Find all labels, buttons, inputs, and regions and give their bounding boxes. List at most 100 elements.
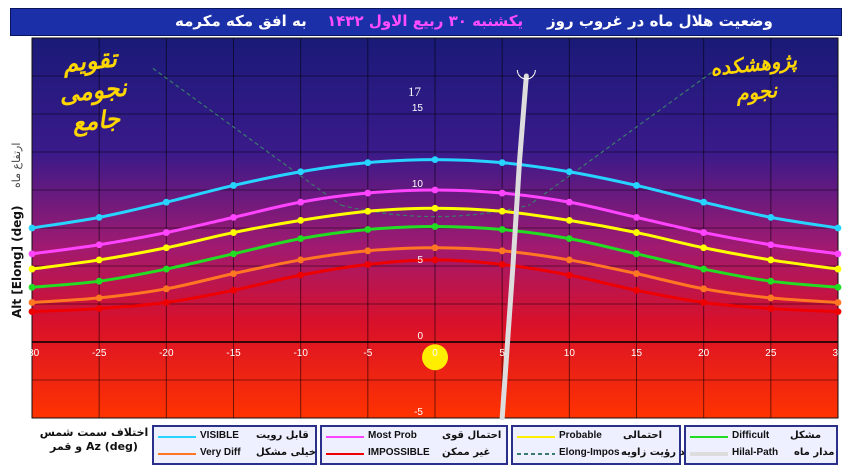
x-tick-label: 10 — [564, 348, 576, 359]
series-point-probable — [95, 256, 103, 264]
series-point-very-diff — [565, 256, 573, 264]
legend: اختلاف سمت شمس و قمر Az (deg) VISIBLE قا… — [8, 420, 842, 470]
y-tick-label: 10 — [412, 179, 424, 190]
series-point-visible — [834, 224, 842, 232]
series-point-visible — [700, 198, 708, 206]
x-tick-label: -15 — [226, 348, 241, 359]
series-point-difficult — [431, 223, 439, 230]
series-point-visible — [95, 213, 103, 221]
series-point-very-diff — [162, 285, 170, 293]
y-tick-label: -5 — [414, 407, 423, 418]
series-point-very-diff — [633, 270, 640, 277]
x-axis-label: اختلاف سمت شمس و قمر Az (deg) — [39, 426, 149, 453]
legend-swatch-hilal-path — [690, 450, 728, 458]
legend-item-difficult: Difficult مشکل — [688, 429, 838, 445]
series-point-probable — [162, 244, 170, 252]
series-point-probable — [633, 229, 640, 236]
x-tick-label: 5 — [499, 348, 505, 359]
series-point-very-diff — [297, 256, 305, 264]
x-tick-label: -5 — [363, 348, 372, 359]
series-point-impossible — [834, 308, 842, 315]
elong-impos-line — [152, 67, 342, 206]
series-point-probable — [834, 265, 842, 273]
legend-item-most-prob: Most Prob احتمال قوی — [324, 429, 506, 445]
y-tick-label: 0 — [417, 331, 423, 342]
series-point-impossible — [498, 261, 506, 268]
grid-layer — [31, 37, 839, 419]
series-point-impossible — [767, 305, 775, 312]
series-point-visible — [297, 168, 305, 176]
series-point-most-prob — [230, 213, 237, 221]
series-layer — [28, 156, 842, 315]
series-point-probable — [700, 244, 708, 252]
series-point-most-prob — [431, 186, 439, 194]
legend-item-visible: VISIBLE قابل رویت — [156, 429, 316, 445]
y-axis-label: Alt [Elong] (deg) ارتفاع ماه — [8, 118, 30, 328]
sun-icon — [422, 344, 448, 371]
series-point-impossible — [230, 286, 237, 294]
legend-label-most-prob-fa: احتمال قوی — [442, 430, 502, 441]
moon-crescent-icon — [516, 69, 536, 80]
series-point-most-prob — [834, 250, 842, 258]
series-point-most-prob — [95, 241, 103, 249]
series-point-difficult — [565, 235, 573, 243]
legend-group-3: Probable احتمالی Elong-Impos حد رؤیت زاو… — [511, 425, 692, 465]
legend-group-4: Difficult مشکل Hilal-Path مدار ماه — [684, 425, 838, 465]
title-bar: به افق مکه مکرمه یکشنبه ۳۰ ربیع الاول ۱۴… — [10, 8, 842, 36]
moon-altitude-label: 17 — [408, 84, 422, 99]
logo-right-text: پژوهشکده نجوم — [709, 47, 798, 107]
y-axis-label-fa: ارتفاع ماه — [10, 142, 23, 188]
series-point-very-diff — [498, 247, 506, 255]
x-tick-label: 25 — [765, 348, 777, 359]
series-point-very-diff — [834, 299, 842, 306]
x-tick-label: 0 — [432, 348, 438, 359]
legend-item-impossible: IMPOSSIBLE غیر ممکن — [324, 446, 506, 462]
elong-impos-arc — [340, 204, 530, 218]
series-point-visible — [767, 213, 775, 221]
legend-label-probable-fa: احتمالی — [623, 430, 663, 441]
title-date: یکشنبه ۳۰ ربیع الاول ۱۴۳۲ — [327, 12, 524, 30]
legend-label-very-diff-fa: خیلی مشکل — [256, 447, 317, 458]
legend-group-1: VISIBLE قابل رویت Very Diff خیلی مشکل — [152, 425, 317, 465]
series-point-probable — [297, 217, 305, 224]
legend-swatch-very-diff — [158, 450, 196, 458]
series-point-probable — [767, 256, 775, 264]
x-tick-label: -25 — [92, 348, 107, 359]
logo-right: پژوهشکده نجوم — [688, 48, 822, 120]
legend-label-visible: VISIBLE — [200, 430, 239, 441]
elong-impos-line — [528, 67, 718, 206]
series-point-probable — [565, 217, 573, 224]
series-point-difficult — [297, 235, 305, 243]
legend-item-hilal-path: Hilal-Path مدار ماه — [688, 446, 838, 462]
legend-swatch-difficult — [690, 433, 728, 441]
series-point-most-prob — [364, 189, 372, 197]
series-point-impossible — [364, 261, 372, 268]
series-point-impossible — [431, 256, 439, 264]
series-point-visible — [498, 159, 506, 167]
x-tick-label: -30 — [25, 348, 40, 359]
legend-label-hilal-path: Hilal-Path — [732, 447, 779, 458]
series-point-difficult — [230, 250, 237, 258]
legend-label-difficult: Difficult — [732, 430, 770, 441]
series-point-most-prob — [565, 198, 573, 206]
title-main: وضعیت هلال ماه در غروب روز — [547, 12, 773, 30]
hilal-path-layer — [422, 69, 536, 421]
series-point-difficult — [700, 265, 708, 273]
legend-label-elong-impos-fa: حد رؤیت زاویه — [621, 447, 693, 458]
hilal-path-line — [499, 73, 529, 421]
series-point-visible — [162, 198, 170, 206]
logo-left: تقویم نجومی جامع — [32, 44, 154, 137]
series-point-difficult — [364, 226, 372, 233]
series-point-very-diff — [95, 294, 103, 302]
series-point-visible — [565, 168, 573, 176]
tick-label-layer: -30 -25 -20 -15 -10 -5 0 5 10 15 20 25 30 -5 0 5 10 15 — [25, 103, 844, 418]
title-location: به افق مکه مکرمه — [175, 12, 307, 30]
x-tick-label: -10 — [293, 348, 308, 359]
series-point-visible — [431, 156, 439, 164]
legend-label-probable: Probable — [559, 430, 602, 441]
x-tick-label: 20 — [698, 348, 710, 359]
series-point-visible — [364, 159, 372, 167]
series-point-probable — [431, 204, 439, 212]
